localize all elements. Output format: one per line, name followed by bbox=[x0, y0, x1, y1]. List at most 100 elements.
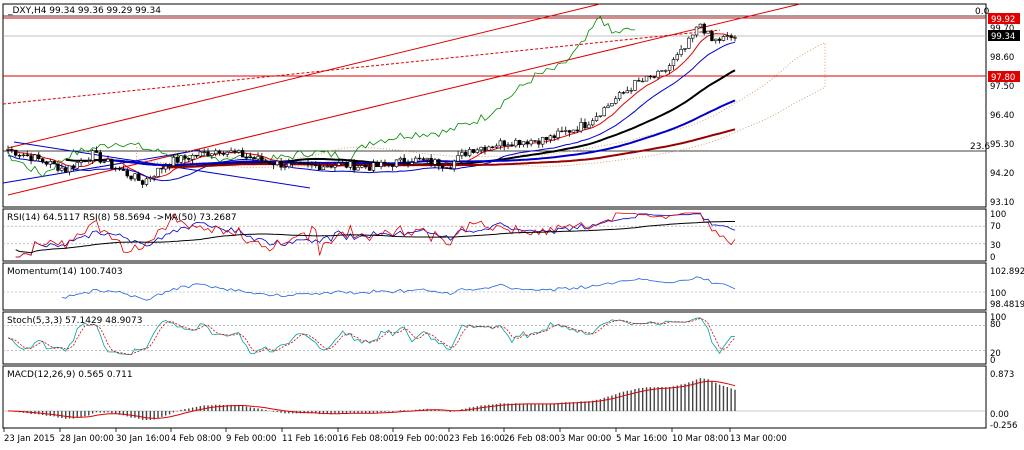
candle bbox=[83, 159, 87, 163]
candle bbox=[60, 163, 64, 173]
x-tick-label: 28 Jan 00:00 bbox=[60, 434, 114, 444]
candle bbox=[667, 63, 672, 75]
blue-trend-line-2 bbox=[2, 149, 201, 184]
candle bbox=[321, 165, 326, 170]
candle bbox=[367, 163, 372, 171]
candle bbox=[475, 147, 479, 154]
ma-darkred bbox=[161, 128, 736, 169]
candle bbox=[287, 158, 291, 169]
rsi-level-100: 100 bbox=[990, 210, 1006, 220]
candle bbox=[598, 115, 603, 118]
rsi-level-70: 70 bbox=[990, 222, 1001, 232]
candle bbox=[683, 47, 687, 53]
candle bbox=[94, 146, 99, 153]
candle bbox=[537, 138, 541, 148]
candle bbox=[102, 159, 106, 164]
candle bbox=[333, 162, 337, 172]
stoch-d-line bbox=[7, 318, 736, 355]
candle bbox=[264, 158, 268, 163]
candle bbox=[637, 77, 641, 82]
ytick-99-70: 99.70 bbox=[990, 24, 1014, 34]
ytick-97-50: 97.50 bbox=[990, 82, 1014, 92]
candle bbox=[679, 45, 683, 57]
candle bbox=[375, 160, 379, 167]
candle bbox=[583, 118, 587, 130]
candle bbox=[383, 159, 387, 168]
candle bbox=[644, 75, 649, 82]
candle bbox=[440, 164, 445, 172]
candle bbox=[733, 35, 737, 42]
candle bbox=[587, 121, 591, 129]
rsi-label: RSI(14) 64.5117 RSI(8) 58.5694 ->MA(50) … bbox=[7, 213, 237, 223]
candle bbox=[606, 103, 610, 109]
rsi-panel bbox=[2, 208, 987, 262]
candle bbox=[17, 153, 22, 159]
candle bbox=[21, 152, 26, 158]
candle bbox=[25, 150, 29, 157]
candle bbox=[302, 162, 306, 165]
x-tick-label: 4 Feb 08:00 bbox=[171, 434, 221, 444]
x-tick-label: 26 Feb 08:00 bbox=[504, 434, 560, 444]
candle bbox=[233, 148, 237, 155]
price-badge-99-34-text: 99.34 bbox=[991, 32, 1015, 42]
candle bbox=[294, 161, 299, 164]
x-tick-label: 9 Feb 00:00 bbox=[226, 434, 276, 444]
candle bbox=[402, 154, 406, 167]
candle bbox=[40, 157, 45, 164]
candle bbox=[290, 161, 295, 167]
candle bbox=[352, 158, 356, 173]
candle bbox=[471, 149, 476, 154]
rsi-level-0: 0 bbox=[990, 253, 995, 263]
candle bbox=[379, 159, 383, 170]
rsi-level-30: 30 bbox=[990, 241, 1001, 251]
candle bbox=[187, 157, 191, 163]
x-tick-label: 10 Mar 08:00 bbox=[672, 434, 729, 444]
candle bbox=[633, 79, 637, 92]
candle bbox=[621, 91, 626, 95]
candle bbox=[640, 77, 645, 83]
candle bbox=[664, 69, 668, 74]
candle bbox=[48, 158, 53, 169]
candle bbox=[229, 147, 233, 153]
price-badge-97-80-text: 97.80 bbox=[991, 73, 1015, 83]
stoch-level-100: 100 bbox=[990, 313, 1006, 323]
candle bbox=[337, 158, 341, 166]
candle bbox=[717, 37, 722, 44]
candle bbox=[271, 162, 276, 170]
candle bbox=[433, 158, 437, 168]
candle bbox=[244, 152, 249, 160]
candle bbox=[460, 148, 464, 160]
candle bbox=[556, 127, 560, 141]
candle bbox=[194, 154, 199, 158]
ytick-94-20: 94.20 bbox=[990, 169, 1014, 179]
candle bbox=[202, 148, 206, 156]
candle bbox=[110, 158, 114, 171]
x-tick-label: 16 Feb 08:00 bbox=[338, 434, 394, 444]
candle bbox=[275, 160, 279, 166]
candle bbox=[660, 70, 664, 72]
candle bbox=[114, 166, 118, 172]
candle bbox=[448, 166, 453, 170]
candle bbox=[456, 151, 460, 163]
candle bbox=[498, 138, 503, 150]
candle bbox=[575, 126, 579, 134]
candle bbox=[183, 153, 187, 163]
candle bbox=[137, 171, 141, 181]
candle bbox=[279, 157, 283, 171]
candle bbox=[175, 153, 179, 164]
candle bbox=[340, 160, 345, 165]
candle bbox=[464, 149, 468, 158]
candle bbox=[721, 35, 726, 42]
channel-dashed-line bbox=[2, 29, 721, 105]
candle bbox=[167, 163, 172, 171]
candle bbox=[483, 145, 487, 155]
symbol-header: _DXY,H4 99.34 99.36 99.29 99.34 bbox=[7, 6, 161, 16]
candle bbox=[698, 23, 703, 29]
candle bbox=[56, 163, 60, 173]
rsi-ma-line bbox=[15, 221, 735, 254]
candle bbox=[67, 165, 72, 176]
candle bbox=[552, 133, 556, 141]
momentum-level-100: 100 bbox=[990, 289, 1006, 299]
candle bbox=[44, 160, 49, 167]
